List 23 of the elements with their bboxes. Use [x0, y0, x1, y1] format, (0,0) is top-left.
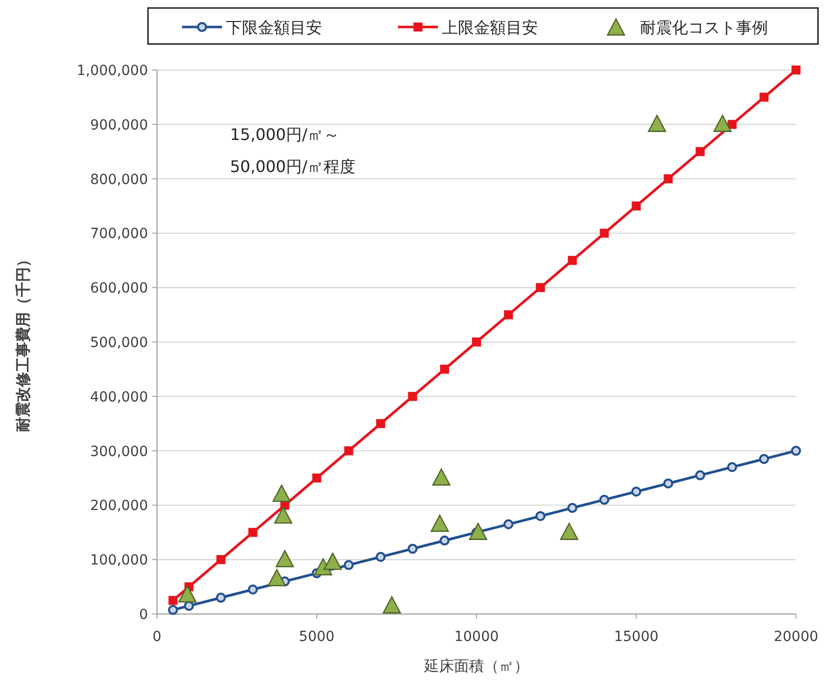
y-tick-label: 200,000 — [90, 498, 148, 514]
y-tick-label: 400,000 — [90, 389, 148, 406]
y-tick-label: 700,000 — [90, 226, 148, 242]
x-tick-label: 0 — [152, 629, 162, 645]
y-tick-label: 1,000,000 — [76, 63, 148, 79]
y-tick-label: 900,000 — [90, 117, 148, 134]
y-tick-label: 100,000 — [90, 552, 148, 569]
y-axis-title: 耐震改修工事費用（千円） — [14, 252, 32, 432]
y-tick-label: 800,000 — [90, 172, 148, 188]
legend-label: 上限金額目安 — [442, 18, 538, 37]
y-tick-label: 600,000 — [90, 280, 148, 297]
x-tick-label: 5000 — [298, 629, 335, 645]
y-tick-label: 300,000 — [90, 444, 148, 460]
x-tick-label: 20000 — [774, 629, 818, 645]
annotation: 50,000円/㎡程度 — [230, 157, 356, 176]
y-tick-label: 0 — [139, 607, 148, 623]
legend-label: 耐震化コスト事例 — [640, 18, 768, 37]
x-axis-title: 延床面積（㎡） — [423, 657, 529, 675]
y-tick-label: 500,000 — [90, 335, 148, 351]
x-tick-label: 15000 — [614, 629, 659, 645]
annotation: 15,000円/㎡～ — [230, 125, 340, 144]
legend-label: 下限金額目安 — [226, 18, 322, 37]
x-tick-label: 10000 — [454, 629, 499, 645]
